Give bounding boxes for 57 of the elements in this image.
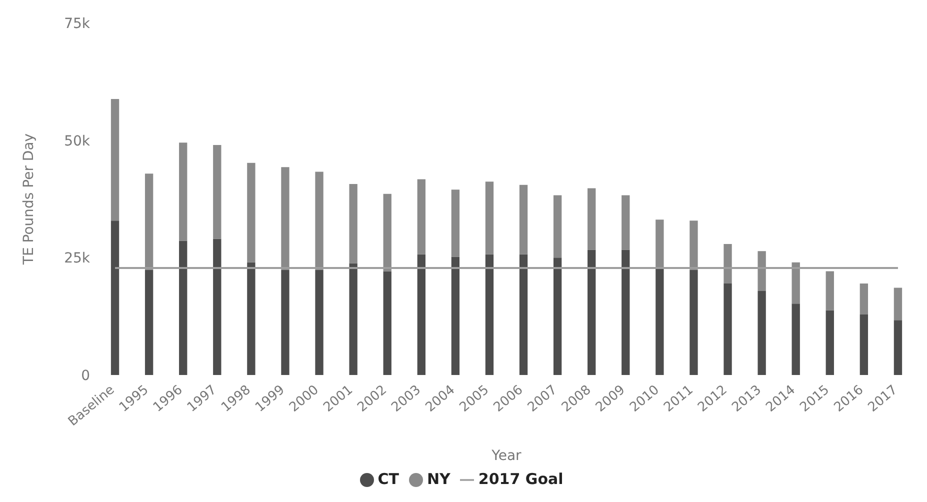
- legend-label: 2017 Goal: [478, 470, 564, 488]
- bar: [622, 195, 630, 250]
- bar: [622, 250, 630, 375]
- bar: [860, 314, 868, 375]
- bar: [213, 238, 222, 375]
- bar: [213, 145, 222, 239]
- bar: [656, 268, 664, 375]
- bar: [724, 244, 732, 284]
- bar: [758, 251, 766, 291]
- bar: [588, 250, 596, 375]
- bar: [281, 167, 290, 270]
- bar: [417, 254, 426, 375]
- bar: [315, 270, 324, 375]
- bar: [792, 262, 800, 304]
- bar: [179, 142, 188, 241]
- bar: [144, 270, 154, 375]
- bar: [179, 240, 188, 375]
- bar: [485, 254, 494, 375]
- bar: [894, 320, 902, 375]
- bar: [315, 172, 324, 270]
- bar: [247, 162, 256, 262]
- y-tick-label: 75k: [64, 16, 91, 32]
- bar: [383, 271, 392, 375]
- bar: [690, 270, 698, 375]
- x-axis-title: Year: [490, 448, 522, 464]
- bar: [826, 310, 834, 375]
- bar: [724, 283, 732, 375]
- bar: [860, 283, 868, 314]
- bar: [519, 184, 528, 254]
- bar: [451, 256, 460, 375]
- bar: [690, 220, 698, 270]
- bar: [656, 220, 664, 268]
- bar: [110, 99, 120, 221]
- bar: [519, 254, 528, 375]
- legend-label: CT: [378, 470, 399, 488]
- y-axis-title: TE Pounds Per Day: [20, 133, 37, 266]
- bar: [144, 174, 154, 270]
- bar: [247, 262, 256, 375]
- bar: [349, 184, 358, 264]
- bar: [553, 258, 562, 375]
- bar: [826, 271, 834, 310]
- bar: [792, 304, 800, 375]
- bar: [281, 270, 290, 375]
- legend-label: NY: [426, 470, 450, 488]
- bar: [553, 195, 562, 258]
- y-tick-label: 25k: [64, 250, 91, 267]
- bar: [758, 290, 766, 375]
- bar: [417, 179, 426, 254]
- bar: [383, 194, 392, 272]
- bar: [588, 188, 596, 250]
- y-tick-label: 50k: [64, 133, 91, 150]
- y-tick-label: 0: [81, 368, 90, 384]
- bar: [485, 182, 494, 254]
- bar: [894, 288, 902, 320]
- bar: [349, 263, 358, 375]
- bar: [451, 190, 460, 257]
- bar: [110, 220, 120, 375]
